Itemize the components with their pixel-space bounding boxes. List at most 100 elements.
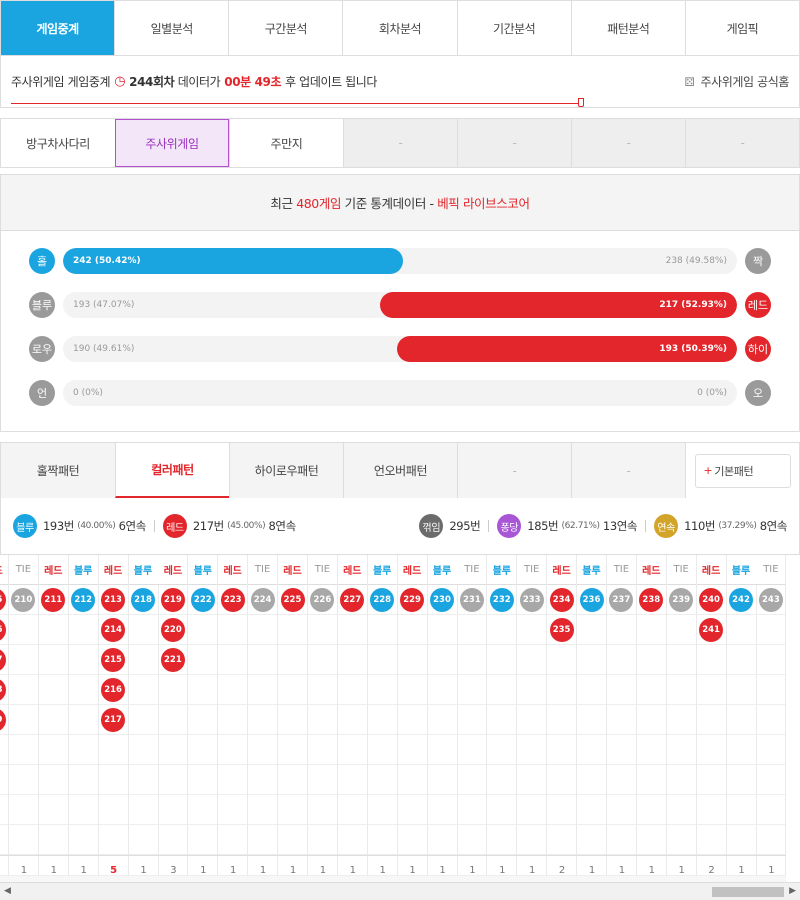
pattern-tab-underover[interactable]: 언오버패턴 (343, 443, 457, 498)
result-dot[interactable]: 238 (639, 587, 664, 612)
result-dot[interactable]: 221 (160, 647, 185, 672)
result-dot[interactable]: 205 (0, 587, 6, 612)
red-pct: (45.00%) (227, 521, 266, 531)
result-dot[interactable]: 233 (519, 587, 544, 612)
result-dot[interactable]: 225 (280, 587, 305, 612)
result-dot[interactable]: 209 (0, 707, 6, 732)
game-tab-jumanji[interactable]: 주만지 (229, 119, 343, 167)
column-header: TIE (606, 555, 636, 585)
result-dot[interactable]: 211 (41, 587, 66, 612)
grid-cell (68, 795, 98, 825)
grid-cell (666, 705, 696, 735)
stat-right-value: 238 (49.58%) (665, 256, 727, 266)
official-link[interactable]: ⚄ 주사위게임 공식홈 (684, 73, 789, 90)
grid-cell (307, 795, 337, 825)
grid-cell (606, 765, 636, 795)
result-dot[interactable]: 212 (71, 587, 96, 612)
grid-cell: 241 (696, 615, 726, 645)
result-dot[interactable]: 218 (131, 587, 155, 612)
tab-live[interactable]: 게임중계 (1, 1, 115, 55)
result-dot[interactable]: 241 (699, 617, 724, 642)
blue-badge: 블루 (13, 514, 37, 538)
result-dot[interactable]: 213 (101, 587, 126, 612)
grid-cell (726, 825, 756, 855)
grid-cell (278, 675, 307, 705)
grid-cell: 208 (0, 675, 8, 705)
result-dot[interactable]: 206 (0, 617, 6, 642)
result-dot[interactable]: 243 (758, 587, 783, 612)
tab-section[interactable]: 구간분석 (228, 1, 343, 55)
result-dot[interactable]: 219 (160, 587, 185, 612)
result-dot[interactable]: 239 (669, 587, 694, 612)
grid-cell (636, 645, 666, 675)
tab-pattern[interactable]: 패턴분석 (570, 1, 685, 55)
result-dot[interactable]: 224 (250, 587, 275, 612)
grid-cell (487, 645, 517, 675)
grid-cell (696, 645, 726, 675)
grid-cell (606, 645, 636, 675)
grid-cell (726, 645, 756, 675)
game-tab-dice[interactable]: 주사위게임 (115, 119, 229, 167)
result-dot[interactable]: 242 (729, 587, 753, 612)
result-dot[interactable]: 236 (579, 587, 604, 612)
game-tab-ladder[interactable]: 방구차사다리 (26, 136, 90, 151)
pattern-column: 레드2381291 (636, 555, 667, 900)
grid-cell (517, 705, 547, 735)
grid-cell (457, 825, 487, 855)
result-dot[interactable]: 210 (11, 587, 36, 612)
result-dot[interactable]: 229 (400, 587, 425, 612)
result-dot[interactable]: 231 (459, 587, 484, 612)
grid-cell (457, 615, 487, 645)
column-header: 레드 (696, 555, 726, 585)
grid-cell: 242 (726, 585, 756, 615)
pattern-grid[interactable]: 레드2052062072082095269TIE2101270레드2111271… (0, 554, 800, 900)
scroll-thumb[interactable] (712, 887, 784, 897)
grid-cell (547, 765, 577, 795)
grid-cell (128, 735, 158, 765)
grid-cell (397, 825, 427, 855)
column-header: 레드 (38, 555, 68, 585)
result-dot[interactable]: 227 (340, 587, 365, 612)
scroll-left-icon[interactable]: ◀ (4, 886, 11, 896)
grid-cell (487, 675, 517, 705)
result-dot[interactable]: 217 (101, 707, 126, 732)
grid-cell (8, 675, 38, 705)
result-dot[interactable]: 216 (101, 677, 126, 702)
result-dot[interactable]: 222 (190, 587, 215, 612)
official-label: 주사위게임 공식홈 (700, 75, 789, 89)
tab-round[interactable]: 회차분석 (342, 1, 457, 55)
result-dot[interactable]: 220 (160, 617, 185, 642)
pattern-tab-oddeven[interactable]: 홀짝패턴 (1, 443, 115, 498)
divider (645, 520, 647, 532)
result-dot[interactable]: 234 (549, 587, 574, 612)
result-dot[interactable]: 232 (489, 587, 514, 612)
result-dot[interactable]: 240 (699, 587, 724, 612)
tab-period[interactable]: 기간분석 (456, 1, 571, 55)
result-dot[interactable]: 230 (430, 587, 454, 612)
horizontal-scrollbar[interactable]: ◀ ▶ (0, 882, 800, 900)
result-dot[interactable]: 226 (310, 587, 335, 612)
result-dot[interactable]: 215 (101, 647, 126, 672)
basic-pattern-button[interactable]: + 기본패턴 (694, 453, 791, 488)
result-dot[interactable]: 207 (0, 647, 6, 672)
grid-cell (158, 705, 188, 735)
result-dot[interactable]: 214 (101, 617, 126, 642)
grid-cell (726, 705, 756, 735)
pattern-tab-highlow[interactable]: 하이로우패턴 (229, 443, 343, 498)
grid-cell (756, 675, 786, 705)
result-dot[interactable]: 228 (370, 587, 395, 612)
tab-daily[interactable]: 일별분석 (114, 1, 229, 55)
tab-pick[interactable]: 게임픽 (684, 1, 799, 55)
scroll-right-icon[interactable]: ▶ (789, 886, 796, 896)
grid-cell (337, 825, 367, 855)
pattern-column: TIE2241278 (248, 555, 279, 900)
grid-cell (68, 765, 98, 795)
streak-count-cell: 1 (248, 855, 279, 885)
result-dot[interactable]: 237 (609, 587, 634, 612)
result-dot[interactable]: 208 (0, 677, 6, 702)
result-dot[interactable]: 235 (549, 617, 574, 642)
grid-cell: 240 (696, 585, 726, 615)
pattern-column: 레드2052062072082095269 (0, 555, 9, 900)
pattern-tab-color[interactable]: 컬러패턴 (115, 443, 229, 498)
result-dot[interactable]: 223 (220, 587, 245, 612)
